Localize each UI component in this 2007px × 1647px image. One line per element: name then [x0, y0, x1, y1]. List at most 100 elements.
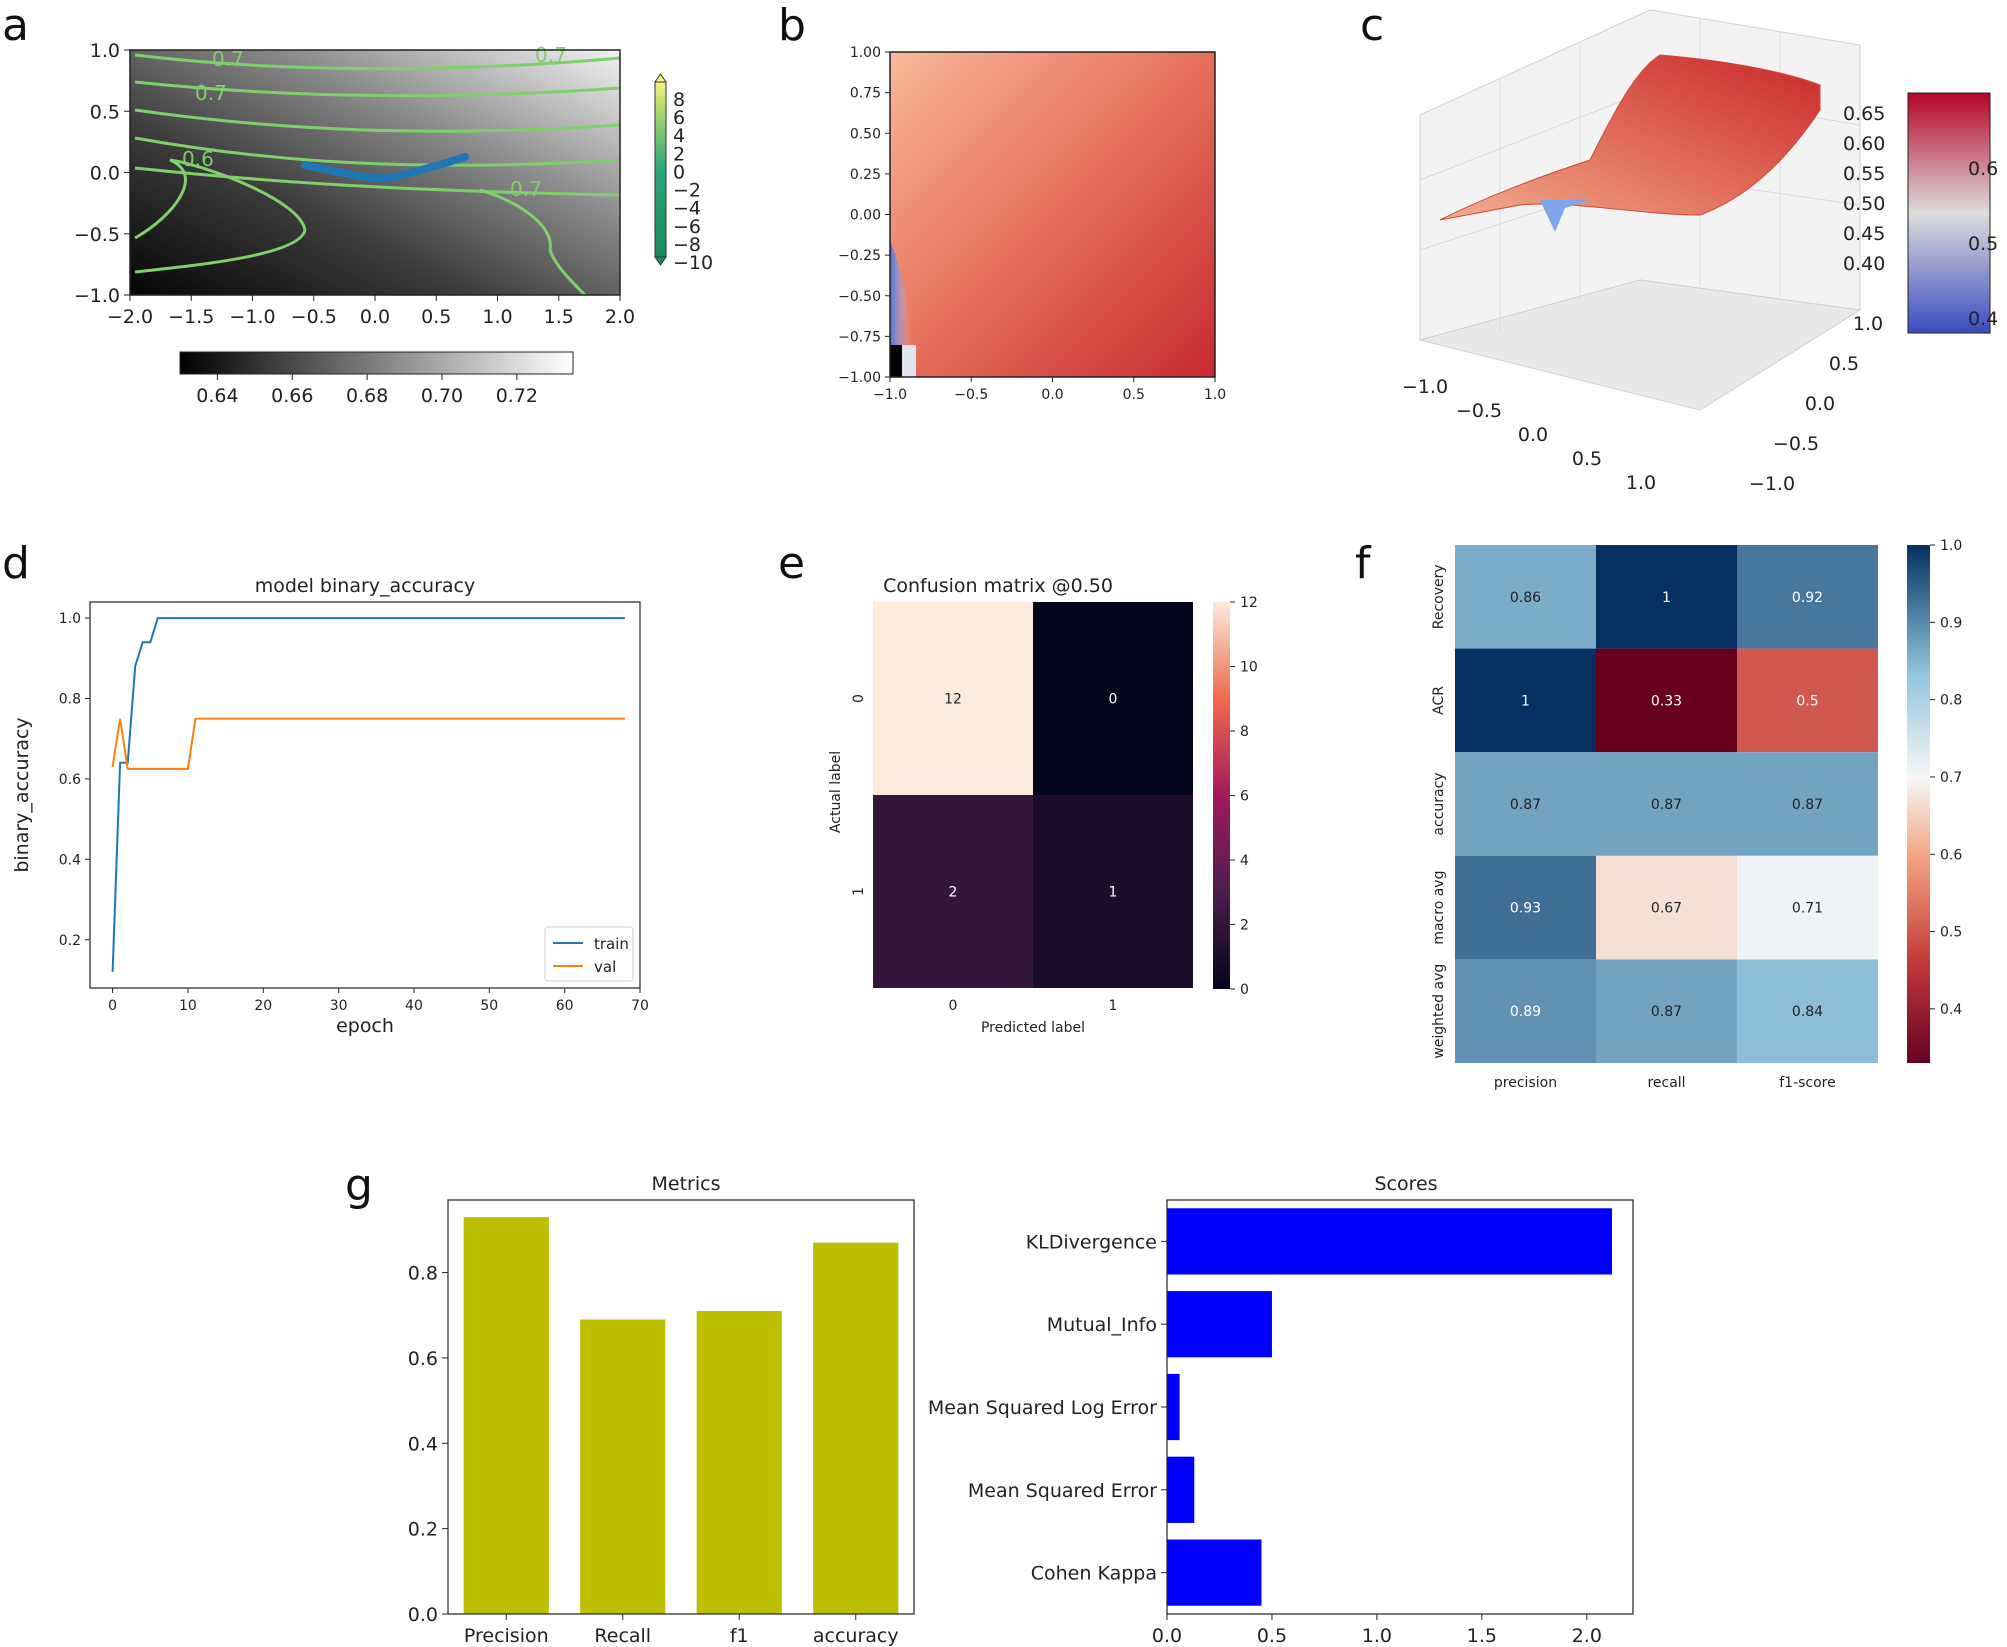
e-title: Confusion matrix @0.50	[883, 575, 1113, 597]
f-cell	[1455, 648, 1596, 753]
f-cell-label: 0.87	[1651, 1004, 1682, 1020]
g1-y-tick-label: 0.2	[408, 1519, 438, 1541]
c-x-tick-label: −0.5	[1456, 400, 1502, 422]
a-y-tick-label: 1.0	[90, 40, 120, 62]
g1-x-tick-label: f1	[730, 1625, 749, 1647]
a-contour-colorbar-tick: 4	[673, 125, 685, 147]
b-x-tick-label: −1.0	[873, 387, 907, 403]
c-x-ticks: −1.0 −0.5 0.0 0.5 1.0	[1402, 376, 1656, 494]
c-colorbar-tick-label: 0.4	[1968, 308, 1998, 330]
f-cell	[1596, 648, 1737, 753]
g1-y-tick-label: 0.0	[408, 1604, 438, 1626]
a-x-tick-label: 0.5	[421, 306, 451, 328]
d-x-tick-label: 70	[631, 998, 649, 1014]
d-y-tick-label: 1.0	[59, 611, 81, 627]
e-colorbar-ticks: 12 10 8 6 4 2 0	[1230, 595, 1258, 998]
a-x-tick-label: −2.0	[107, 306, 153, 328]
c-x-tick-label: −1.0	[1402, 376, 1448, 398]
c-colorbar-tick-label: 0.6	[1968, 158, 1998, 180]
d-frame	[89, 601, 641, 989]
panel-label-g: g	[345, 1160, 373, 1211]
panel-label-f: f	[1355, 538, 1372, 589]
d-legend-val-label: val	[594, 958, 616, 976]
e-y-tick-label: 0	[851, 694, 867, 703]
e-cell	[873, 795, 1033, 988]
g1-bar	[696, 1310, 782, 1614]
d-series-train	[111, 617, 625, 972]
f-cell	[1596, 752, 1737, 856]
a-contour-colorbar-tick: −8	[673, 234, 701, 256]
panel-d: model binary_accuracy 0 10 20 30 40 50 60 70 1.…	[11, 575, 649, 1037]
a-contour-labels: 0.7 0.7 0.7 0.6 0.7	[182, 43, 567, 201]
e-cell-label: 1	[1109, 885, 1118, 901]
a-colorbar-bottom-arrow	[654, 256, 667, 266]
e-cells: 12 0 2 1 0 1 0 1	[851, 602, 1193, 1014]
a-x-ticks: −2.0 −1.5 −1.0 −0.5 0.0 0.5 1.0 1.5 2.0	[107, 295, 635, 328]
a-contour-colorbar-tick: 0	[673, 161, 685, 183]
c-colorbar-tick-label: 0.5	[1968, 233, 1998, 255]
e-cell-label: 12	[944, 692, 962, 708]
e-y-axis-label: Actual label	[828, 751, 844, 833]
d-y-tick-label: 0.2	[59, 933, 81, 949]
f-cell-label: 0.89	[1510, 1004, 1541, 1020]
c-x-tick-label: 0.0	[1518, 424, 1548, 446]
b-y-tick-label: −0.75	[838, 329, 881, 345]
g2-bar	[1167, 1208, 1613, 1275]
d-x-tick-label: 10	[179, 998, 197, 1014]
e-colorbar	[1213, 602, 1230, 989]
f-colorbar-ticks: 1.0 0.9 0.8 0.7 0.6 0.5 0.4	[1930, 538, 1962, 1018]
panel-label-c: c	[1360, 0, 1384, 51]
d-x-tick-label: 40	[405, 998, 423, 1014]
a-y-tick-label: 0.5	[90, 101, 120, 123]
e-colorbar-tick-label: 10	[1240, 660, 1258, 676]
c-colorbar-ticks: 0.6 0.5 0.4	[1968, 158, 1998, 330]
d-x-tick-label: 60	[556, 998, 574, 1014]
c-z-tick-label: 0.55	[1843, 163, 1885, 185]
a-contour-lines	[134, 53, 621, 297]
b-x-tick-label: 0.5	[1123, 387, 1145, 403]
g1-bars: Precision Recall f1 accuracy	[463, 1217, 899, 1647]
a-contour-colorbar-tick: −6	[673, 216, 701, 238]
a-contour-label: 0.7	[195, 81, 227, 105]
g2-y-tick-label: Mean Squared Error	[968, 1480, 1157, 1502]
g2-frame	[1166, 1199, 1634, 1615]
f-colorbar-tick-label: 0.6	[1940, 847, 1962, 863]
f-y-tick-label: Recovery	[1431, 564, 1447, 629]
a-x-tick-label: 1.5	[544, 306, 574, 328]
f-cell-label: 0.86	[1510, 590, 1541, 606]
f-y-tick-label: weighted avg	[1431, 964, 1447, 1059]
a-colorbar-top-arrow	[654, 73, 667, 83]
f-cell-label: 0.87	[1651, 797, 1682, 813]
a-contour-colorbar-tick: 8	[673, 89, 685, 111]
f-cell-label: 0.93	[1510, 901, 1541, 917]
panel-g2: Scores KLDivergence Mutual_Info Mean Squar…	[928, 1173, 1634, 1647]
a-optimizer-path	[301, 153, 469, 183]
c-z-tick-label: 0.40	[1843, 253, 1885, 275]
a-colorbar	[179, 351, 574, 375]
a-contour-colorbar-tick: −2	[673, 180, 701, 202]
panel-label-e: e	[778, 538, 805, 589]
f-cell	[1596, 545, 1737, 649]
f-colorbar-tick-label: 0.8	[1940, 693, 1962, 709]
b-x-tick-label: 0.0	[1041, 387, 1063, 403]
c-z-tick-label: 0.65	[1843, 103, 1885, 125]
b-y-tick-label: 1.00	[850, 45, 881, 61]
a-x-tick-label: 0.0	[360, 306, 390, 328]
e-colorbar-tick-label: 12	[1240, 595, 1258, 611]
panel-g1: Metrics Precision Recall f1 accuracy 0.8 0.6…	[408, 1173, 915, 1647]
g1-y-tick-label: 0.4	[408, 1433, 438, 1455]
b-y-tick-label: −0.50	[838, 289, 881, 305]
c-y-tick-label: 0.5	[1829, 353, 1859, 375]
c-y-tick-label: −0.5	[1773, 433, 1819, 455]
e-colorbar-tick-label: 4	[1240, 853, 1249, 869]
g2-bar	[1167, 1539, 1262, 1606]
c-y-tick-label: −1.0	[1749, 473, 1795, 495]
panel-f: 0.86 1 0.92 1 0.33 0.5 0.87 0.87 0.87 0.93 0.67 0.7…	[1431, 538, 1962, 1091]
f-cell	[1455, 855, 1596, 960]
f-cell	[1455, 959, 1596, 1063]
a-contour-colorbar-tick: −10	[673, 252, 713, 274]
f-cell	[1455, 752, 1596, 856]
f-cell	[1737, 648, 1878, 753]
